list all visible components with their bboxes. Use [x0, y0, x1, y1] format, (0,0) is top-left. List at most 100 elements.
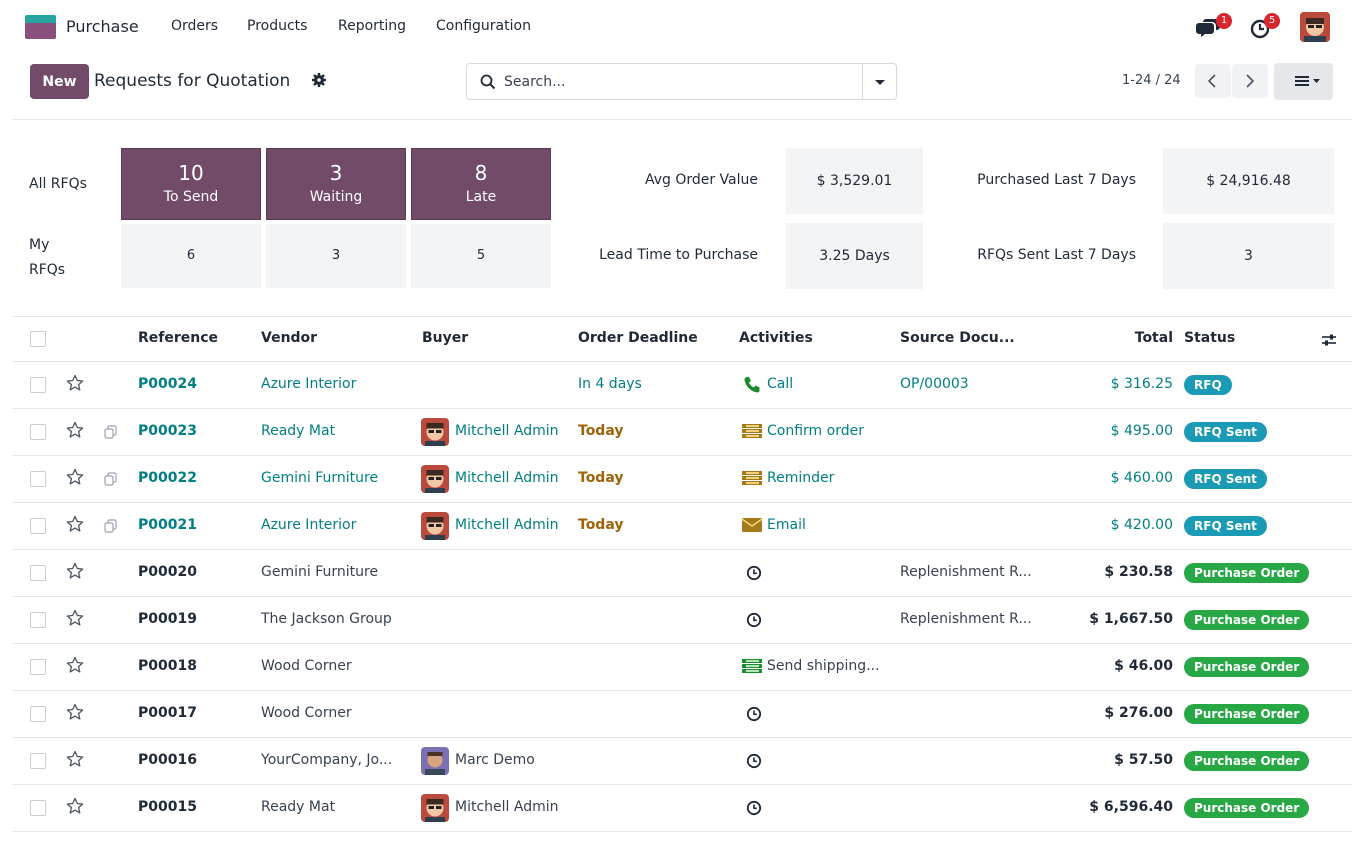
menu-products[interactable]: Products	[247, 18, 308, 34]
tile-waiting[interactable]: 3 Waiting	[266, 148, 406, 220]
menu-configuration[interactable]: Configuration	[436, 18, 531, 34]
col-total[interactable]: Total	[1134, 330, 1173, 346]
search-input[interactable]	[504, 72, 854, 92]
col-activities[interactable]: Activities	[739, 330, 813, 346]
row-checkbox[interactable]	[30, 706, 46, 722]
star-icon[interactable]	[66, 656, 84, 674]
col-buyer[interactable]: Buyer	[422, 330, 469, 346]
clock-icon[interactable]	[746, 706, 762, 722]
row-total: $ 276.00	[1104, 705, 1173, 721]
star-icon[interactable]	[66, 468, 84, 486]
row-vendor[interactable]: Ready Mat	[261, 423, 336, 439]
todo-icon[interactable]	[742, 657, 764, 675]
app-name[interactable]: Purchase	[66, 17, 139, 36]
table-row[interactable]: P00023 Ready Mat Mitchell Admin Today Confir…	[12, 409, 1352, 456]
todo-icon[interactable]	[742, 422, 764, 440]
row-checkbox[interactable]	[30, 377, 46, 393]
table-row[interactable]: P00018 Wood Corner Send shipping... $ 46.00…	[12, 644, 1352, 691]
table-row[interactable]: P00017 Wood Corner $ 276.00 Purchase Order	[12, 691, 1352, 738]
tile-to-send[interactable]: 10 To Send	[121, 148, 261, 220]
row-buyer[interactable]: Mitchell Admin	[455, 423, 559, 439]
col-order-deadline[interactable]: Order Deadline	[578, 330, 698, 346]
tile-my-waiting[interactable]: 3	[266, 224, 406, 288]
star-icon[interactable]	[66, 797, 84, 815]
row-buyer[interactable]: Mitchell Admin	[455, 517, 559, 533]
clock-icon[interactable]	[746, 800, 762, 816]
phone-icon[interactable]	[742, 375, 764, 393]
tile-my-to-send[interactable]: 6	[121, 224, 261, 288]
row-vendor[interactable]: Azure Interior	[261, 376, 357, 392]
row-checkbox[interactable]	[30, 800, 46, 816]
optional-columns-icon[interactable]	[1320, 331, 1338, 349]
star-icon[interactable]	[66, 374, 84, 392]
row-activity[interactable]: Confirm order	[767, 423, 864, 439]
activity-clock-icon[interactable]	[1249, 14, 1275, 40]
tile-late[interactable]: 8 Late	[411, 148, 551, 220]
envelope-icon[interactable]	[741, 516, 764, 534]
row-checkbox[interactable]	[30, 659, 46, 675]
tile-my-late[interactable]: 5	[411, 224, 551, 288]
row-checkbox[interactable]	[30, 471, 46, 487]
row-reference[interactable]: P00022	[138, 470, 197, 486]
row-reference[interactable]: P00024	[138, 376, 197, 392]
clock-icon[interactable]	[746, 753, 762, 769]
col-reference[interactable]: Reference	[138, 330, 219, 346]
table-row[interactable]: P00015 Ready Mat Mitchell Admin $ 6,596.40 P…	[12, 785, 1352, 832]
table-row[interactable]: P00020 Gemini Furniture Replenishment R...…	[12, 550, 1352, 597]
clock-icon[interactable]	[746, 565, 762, 581]
row-reference[interactable]: P00023	[138, 423, 197, 439]
duplicate-icon[interactable]	[104, 425, 118, 439]
duplicate-icon[interactable]	[104, 519, 118, 533]
gear-icon[interactable]	[311, 72, 327, 88]
row-reference[interactable]: P00020	[138, 564, 197, 580]
clock-icon[interactable]	[746, 612, 762, 628]
row-source-document[interactable]: OP/00003	[900, 376, 969, 392]
table-row[interactable]: P00024 Azure Interior In 4 days Call OP/0000…	[12, 362, 1352, 409]
star-icon[interactable]	[66, 609, 84, 627]
duplicate-icon[interactable]	[104, 472, 118, 486]
row-activity[interactable]: Call	[767, 376, 794, 392]
row-activity[interactable]: Reminder	[767, 470, 835, 486]
table-row[interactable]: P00019 The Jackson Group Replenishment R..…	[12, 597, 1352, 644]
star-icon[interactable]	[66, 421, 84, 439]
row-checkbox[interactable]	[30, 565, 46, 581]
select-all-checkbox[interactable]	[30, 331, 46, 347]
row-checkbox[interactable]	[30, 753, 46, 769]
purchase-app-icon[interactable]	[25, 15, 56, 39]
row-reference[interactable]: P00015	[138, 799, 197, 815]
star-icon[interactable]	[66, 703, 84, 721]
row-checkbox[interactable]	[30, 518, 46, 534]
table-row[interactable]: P00022 Gemini Furniture Mitchell Admin Toda…	[12, 456, 1352, 503]
search-options-toggle[interactable]	[862, 64, 896, 99]
table-row[interactable]: P00021 Azure Interior Mitchell Admin Today E…	[12, 503, 1352, 550]
star-icon[interactable]	[66, 515, 84, 533]
menu-reporting[interactable]: Reporting	[338, 18, 407, 34]
view-switcher-button[interactable]	[1274, 63, 1333, 100]
pager-value[interactable]: 1-24 / 24	[1122, 73, 1181, 88]
row-buyer[interactable]: Mitchell Admin	[455, 470, 559, 486]
user-avatar[interactable]	[1300, 12, 1330, 42]
row-reference[interactable]: P00021	[138, 517, 197, 533]
col-source-document[interactable]: Source Docu...	[900, 330, 1015, 346]
row-reference[interactable]: P00019	[138, 611, 197, 627]
todo-icon[interactable]	[742, 469, 764, 487]
messaging-icon[interactable]	[1196, 14, 1222, 40]
row-checkbox[interactable]	[30, 612, 46, 628]
col-vendor[interactable]: Vendor	[261, 330, 318, 346]
row-reference[interactable]: P00018	[138, 658, 197, 674]
row-activity[interactable]: Send shipping...	[767, 658, 880, 674]
star-icon[interactable]	[66, 750, 84, 768]
star-icon[interactable]	[66, 562, 84, 580]
row-vendor[interactable]: Azure Interior	[261, 517, 357, 533]
new-button[interactable]: New	[30, 64, 89, 99]
table-row[interactable]: P00016 YourCompany, Jo... Marc Demo $ 57.50…	[12, 738, 1352, 785]
menu-orders[interactable]: Orders	[171, 18, 219, 34]
row-vendor[interactable]: Gemini Furniture	[261, 470, 379, 486]
row-activity[interactable]: Email	[767, 517, 806, 533]
row-reference[interactable]: P00016	[138, 752, 197, 768]
row-checkbox[interactable]	[30, 424, 46, 440]
pager-previous-button[interactable]	[1195, 64, 1231, 98]
row-reference[interactable]: P00017	[138, 705, 197, 721]
col-status[interactable]: Status	[1184, 330, 1236, 346]
pager-next-button[interactable]	[1232, 64, 1268, 98]
